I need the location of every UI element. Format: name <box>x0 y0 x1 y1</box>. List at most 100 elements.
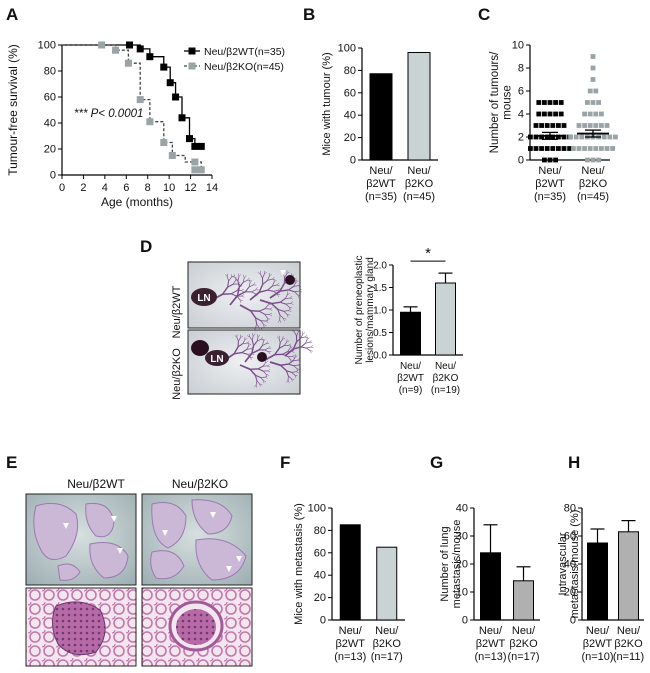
lesion-ko-1 <box>191 340 209 356</box>
duct-branch-ko <box>305 341 310 344</box>
y-tick-label: 80 <box>564 503 576 515</box>
y-tick-label: 8 <box>518 63 524 75</box>
duct-branch-wt <box>290 301 294 304</box>
duct-branch-ko <box>246 348 251 350</box>
duct-branch-wt <box>236 287 241 296</box>
duct-branch-wt <box>279 301 287 305</box>
duct-branch-ko <box>293 365 298 369</box>
duct-branch-wt <box>271 301 281 305</box>
duct-branch-wt <box>240 290 245 293</box>
duct-branch-wt <box>269 307 273 310</box>
category-label: (n=17) <box>371 651 403 663</box>
duct-branch-wt <box>247 277 250 281</box>
duct-branch-ko <box>248 333 250 337</box>
category-label: Neu/ <box>617 625 641 637</box>
duct-branch-ko <box>280 364 287 372</box>
duct-branch-wt <box>258 284 264 293</box>
data-point <box>539 134 544 140</box>
data-point <box>561 146 567 151</box>
category-label: Neu/ <box>512 625 536 637</box>
duct-branch-ko <box>246 345 249 350</box>
duct-branch-ko <box>258 345 263 351</box>
duct-branch-ko <box>286 379 289 383</box>
data-point <box>579 134 585 140</box>
survival-marker <box>197 166 205 174</box>
duct-branch-wt <box>269 308 273 311</box>
lymph-node-ko <box>205 350 229 366</box>
y-axis-label-line: Number of preneoplastic <box>354 256 365 365</box>
survival-marker <box>146 118 154 126</box>
duct-branch-wt <box>255 287 258 291</box>
duct-branch-wt <box>269 290 281 299</box>
duct-branch-wt <box>229 295 239 306</box>
duct-branch-wt <box>238 274 242 277</box>
category-label: (n=35) <box>365 191 397 203</box>
duct-branch-wt <box>277 319 280 323</box>
duct-branch-wt <box>297 285 302 287</box>
duct-branch-wt <box>267 278 272 281</box>
duct-branch-wt <box>265 319 269 322</box>
data-point <box>547 157 553 163</box>
duct-branch-ko <box>278 335 280 339</box>
duct-branch-wt <box>279 319 282 323</box>
y-tick-label: 20 <box>344 132 356 144</box>
category-label: (n=13) <box>474 651 506 663</box>
bar <box>407 51 431 161</box>
duct-branch-ko <box>263 370 267 375</box>
duct-branch-wt <box>276 293 279 298</box>
duct-branch-ko <box>244 352 253 363</box>
duct-branch-wt <box>286 314 291 316</box>
duct-branch-wt <box>297 294 301 297</box>
y-tick-label: 0 <box>462 615 468 627</box>
data-point <box>593 111 599 117</box>
duct-branch-wt <box>258 310 265 315</box>
bar <box>339 524 361 621</box>
arrowhead-wt <box>280 270 286 276</box>
data-point <box>553 100 558 105</box>
duct-branch-wt <box>288 308 291 311</box>
duct-branch-ko <box>300 336 306 339</box>
mice-with-tumour-chart: 0 20 40 60 80 100 Neu/β2WT(n=35) Neu/β2KO(n=45)… <box>321 43 438 203</box>
duct-branch-wt <box>279 283 285 292</box>
y-axis-label-line: Number of tumours/ <box>489 51 501 153</box>
bar <box>400 311 421 356</box>
duct-branch-wt <box>252 282 256 286</box>
duct-branch-ko <box>257 365 264 370</box>
duct-branch-ko <box>241 348 247 354</box>
survival-marker <box>191 158 199 166</box>
duct-branch-ko <box>288 363 294 367</box>
survival-marker <box>126 41 133 49</box>
duct-branch-ko <box>293 346 302 350</box>
duct-branch-ko <box>302 332 306 335</box>
duct-branch-ko <box>244 338 248 341</box>
y-tick-label: 10 <box>512 40 524 52</box>
survival-marker <box>186 135 193 143</box>
duct-branch-wt <box>265 320 269 323</box>
duct-branch-wt <box>268 314 273 317</box>
legend-label: Neu/β2KO(n=45) <box>204 61 284 73</box>
category-label: Neu/ <box>407 165 431 177</box>
duct-branch-ko <box>297 359 301 362</box>
duct-branch-ko <box>286 370 292 373</box>
y-tick-label: 20 <box>44 144 56 156</box>
duct-branch-wt <box>297 283 301 286</box>
data-point <box>576 123 582 128</box>
data-point <box>590 54 596 59</box>
y-tick-label: 20 <box>564 587 576 599</box>
duct-branch-ko <box>278 342 281 349</box>
duct-branch-ko <box>260 336 263 340</box>
duct-branch-wt <box>263 324 267 327</box>
mice-with-metastasis-chart: 0 20 40 60 80 100 Neu/β2WT(n=13) Neu/β2KO(n=17)… <box>293 503 405 663</box>
duct-branch-ko <box>267 369 271 372</box>
col-label-ko: Neu/β2KO <box>172 477 228 491</box>
survival-marker <box>191 166 199 174</box>
duct-branch-wt <box>285 297 290 300</box>
duct-branch-wt <box>276 284 280 286</box>
panel-label-g: G <box>430 453 443 472</box>
y-tick-label: 2 <box>518 132 524 144</box>
data-point <box>599 111 604 117</box>
duct-branch-ko <box>296 368 299 372</box>
y-tick-label: 40 <box>344 110 356 122</box>
y-tick-label: 2.0 <box>373 261 387 272</box>
y-tick-label: 80 <box>344 65 356 77</box>
